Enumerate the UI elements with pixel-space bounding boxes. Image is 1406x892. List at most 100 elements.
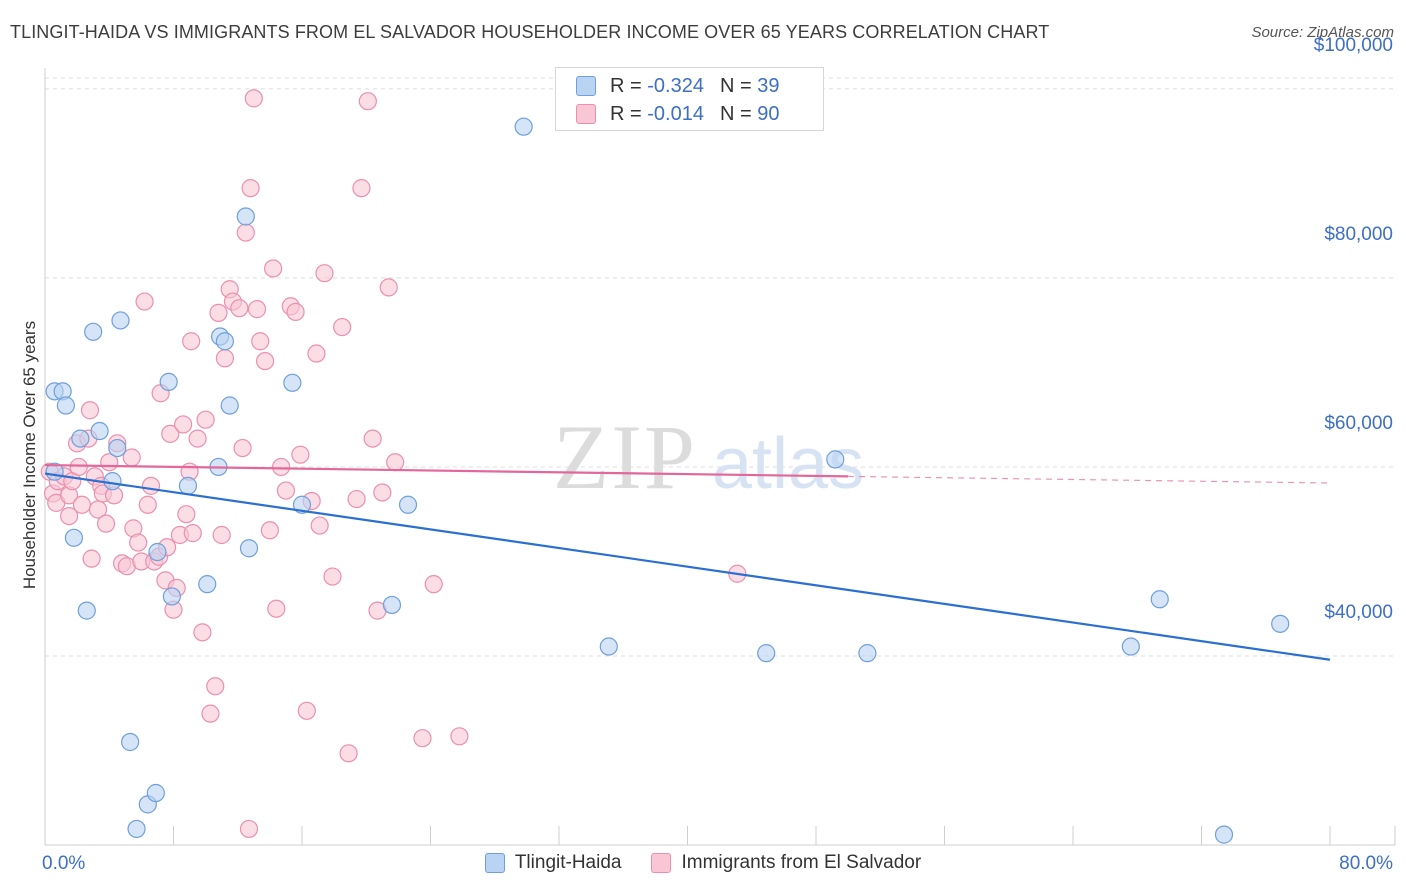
data-point-immigrants-el-salvador <box>450 727 469 746</box>
data-point-immigrants-el-salvador <box>96 514 116 533</box>
data-point-tlingit-haida <box>84 322 103 341</box>
data-point-immigrants-el-salvador <box>291 445 310 464</box>
data-point-tlingit-haida <box>1150 590 1169 609</box>
data-point-immigrants-el-salvador <box>201 704 220 723</box>
data-point-tlingit-haida <box>236 207 255 226</box>
series-legend-item-tlingit-haida[interactable]: Tlingit-Haida <box>484 852 622 874</box>
correlation-legend: R = -0.324 N = 39 R = -0.014 N = 90 <box>555 67 824 131</box>
trend-line-extension-immigrants-el-salvador <box>848 475 1331 484</box>
series-legend: Tlingit-Haida Immigrants from El Salvado… <box>0 852 1406 874</box>
data-point-immigrants-el-salvador <box>212 525 231 545</box>
data-point-tlingit-haida <box>90 421 109 441</box>
data-point-immigrants-el-salvador <box>286 302 305 322</box>
data-point-immigrants-el-salvador <box>59 506 79 526</box>
data-point-immigrants-el-salvador <box>315 264 334 283</box>
data-point-immigrants-el-salvador <box>276 481 296 500</box>
data-point-tlingit-haida <box>599 637 618 656</box>
data-point-immigrants-el-salvador <box>236 223 255 242</box>
axes <box>44 68 1396 846</box>
data-point-immigrants-el-salvador <box>206 677 225 696</box>
series-legend-label: Tlingit-Haida <box>514 852 622 873</box>
data-point-immigrants-el-salvador <box>209 303 228 322</box>
data-point-immigrants-el-salvador <box>352 179 371 198</box>
data-point-immigrants-el-salvador <box>255 351 275 371</box>
data-point-immigrants-el-salvador <box>297 701 316 720</box>
data-point-tlingit-haida <box>398 495 418 514</box>
data-point-immigrants-el-salvador <box>379 278 398 297</box>
data-point-immigrants-el-salvador <box>141 476 161 495</box>
series-legend-label: Immigrants from El Salvador <box>681 852 922 873</box>
y-tick-label: $80,000 <box>1324 224 1393 245</box>
data-point-tlingit-haida <box>159 372 178 391</box>
data-point-immigrants-el-salvador <box>182 332 201 351</box>
data-point-immigrants-el-salvador <box>239 819 259 839</box>
data-point-tlingit-haida <box>71 429 90 448</box>
data-point-tlingit-haida <box>292 495 312 514</box>
data-point-tlingit-haida <box>111 311 130 330</box>
trend-line-tlingit-haida <box>44 472 1331 661</box>
data-point-immigrants-el-salvador <box>174 415 193 434</box>
data-point-tlingit-haida <box>77 601 96 620</box>
y-tick-label: $100,000 <box>1314 35 1393 56</box>
data-point-tlingit-haida <box>1271 614 1290 633</box>
data-point-tlingit-haida <box>826 450 845 469</box>
data-point-immigrants-el-salvador <box>413 729 432 748</box>
data-point-tlingit-haida <box>757 644 776 663</box>
data-point-immigrants-el-salvador <box>386 453 405 472</box>
legend-r-label: R = <box>610 102 642 125</box>
legend-row-tlingit-haida: R = -0.324 N = 39 <box>576 73 779 99</box>
series-tlingit-haida-points <box>45 117 1290 844</box>
data-point-immigrants-el-salvador <box>69 457 88 477</box>
data-point-tlingit-haida <box>514 117 533 136</box>
data-point-immigrants-el-salvador <box>188 429 207 448</box>
x-tick-label-min: 0.0% <box>42 853 85 874</box>
trend-lines <box>44 463 1331 661</box>
data-point-immigrants-el-salvador <box>135 292 154 311</box>
data-point-immigrants-el-salvador <box>72 495 92 514</box>
data-point-immigrants-el-salvador <box>129 533 148 552</box>
legend-r-label: R = <box>610 74 642 97</box>
data-point-immigrants-el-salvador <box>424 575 443 594</box>
data-point-immigrants-el-salvador <box>260 521 279 540</box>
data-point-tlingit-haida <box>162 587 181 606</box>
legend-r-value: -0.324 <box>647 74 704 97</box>
series-legend-item-immigrants-el-salvador[interactable]: Immigrants from El Salvador <box>651 852 921 874</box>
data-point-tlingit-haida <box>215 332 234 351</box>
legend-r-value: -0.014 <box>647 102 704 125</box>
data-point-tlingit-haida <box>108 438 127 458</box>
data-point-immigrants-el-salvador <box>233 438 252 458</box>
data-point-immigrants-el-salvador <box>363 429 382 448</box>
data-point-immigrants-el-salvador <box>272 457 291 477</box>
legend-swatch-blue <box>576 76 596 96</box>
data-point-tlingit-haida <box>858 644 877 663</box>
data-point-immigrants-el-salvador <box>333 317 352 337</box>
data-point-immigrants-el-salvador <box>241 179 260 198</box>
data-point-immigrants-el-salvador <box>323 567 342 586</box>
data-point-tlingit-haida <box>1214 825 1234 844</box>
y-tick-label: $60,000 <box>1324 413 1393 434</box>
data-point-immigrants-el-salvador <box>122 448 141 467</box>
data-point-tlingit-haida <box>178 476 198 495</box>
data-point-immigrants-el-salvador <box>193 623 212 642</box>
tick-labels: $40,000 $60,000 $80,000 $100,000 0.0% 80.0% <box>42 35 1393 874</box>
series-legend-swatch-pink <box>651 853 672 873</box>
data-point-immigrants-el-salvador <box>310 516 329 535</box>
data-point-immigrants-el-salvador <box>307 344 326 363</box>
source-label: Source: ZipAtlas.com <box>1251 24 1394 41</box>
data-point-immigrants-el-salvador <box>161 424 180 443</box>
data-point-tlingit-haida <box>56 396 75 415</box>
data-point-immigrants-el-salvador <box>339 744 358 763</box>
data-point-tlingit-haida <box>239 539 259 558</box>
data-point-tlingit-haida <box>148 542 167 562</box>
y-tick-label: $40,000 <box>1324 602 1393 623</box>
data-point-immigrants-el-salvador <box>177 505 196 524</box>
data-point-immigrants-el-salvador <box>267 599 286 618</box>
data-point-tlingit-haida <box>121 732 140 752</box>
data-point-tlingit-haida <box>1121 637 1140 656</box>
data-point-immigrants-el-salvador <box>138 495 157 514</box>
data-point-immigrants-el-salvador <box>80 401 100 420</box>
data-point-tlingit-haida <box>127 819 146 839</box>
data-point-immigrants-el-salvador <box>247 300 267 319</box>
data-point-tlingit-haida <box>283 373 302 392</box>
data-point-immigrants-el-salvador <box>215 349 234 368</box>
